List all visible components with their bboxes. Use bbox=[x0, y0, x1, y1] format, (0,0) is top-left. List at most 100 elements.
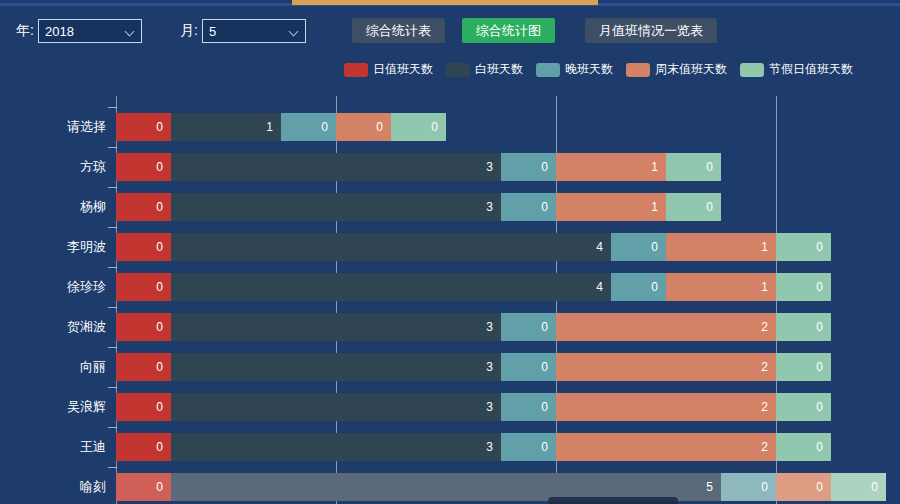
bar-value-label: 0 bbox=[156, 160, 163, 174]
chart-row: 方琼03010 bbox=[0, 147, 900, 187]
bar-segment[interactable]: 4 bbox=[171, 233, 611, 261]
bar-value-label: 0 bbox=[156, 360, 163, 374]
bar-value-label: 2 bbox=[761, 400, 768, 414]
stacked-bar[interactable]: 03020 bbox=[116, 393, 831, 421]
bar-segment[interactable]: 0 bbox=[611, 233, 666, 261]
bar-segment[interactable]: 3 bbox=[171, 433, 501, 461]
bar-segment[interactable]: 0 bbox=[666, 153, 721, 181]
chart-row: 请选择01000 bbox=[0, 107, 900, 147]
bar-value-label: 0 bbox=[816, 480, 823, 494]
bar-segment[interactable]: 0 bbox=[776, 233, 831, 261]
stacked-bar[interactable]: 01000 bbox=[116, 113, 446, 141]
bar-value-label: 4 bbox=[596, 240, 603, 254]
bar-value-label: 3 bbox=[486, 440, 493, 454]
stacked-bar[interactable]: 03010 bbox=[116, 193, 721, 221]
bar-value-label: 0 bbox=[156, 400, 163, 414]
y-axis-label: 徐珍珍 bbox=[0, 267, 106, 307]
bar-value-label: 2 bbox=[761, 320, 768, 334]
bar-segment[interactable]: 0 bbox=[776, 353, 831, 381]
bar-segment[interactable]: 0 bbox=[831, 473, 886, 501]
bar-segment[interactable]: 3 bbox=[171, 313, 501, 341]
bar-segment[interactable]: 0 bbox=[501, 193, 556, 221]
bar-segment[interactable]: 0 bbox=[116, 473, 171, 501]
bar-segment[interactable]: 0 bbox=[776, 393, 831, 421]
chart-row: 徐珍珍04010 bbox=[0, 267, 900, 307]
bar-segment[interactable]: 0 bbox=[116, 233, 171, 261]
bar-segment[interactable]: 0 bbox=[501, 353, 556, 381]
bar-value-label: 1 bbox=[761, 240, 768, 254]
bar-segment[interactable]: 3 bbox=[171, 153, 501, 181]
bar-value-label: 2 bbox=[761, 360, 768, 374]
bar-segment[interactable]: 0 bbox=[776, 433, 831, 461]
stacked-bar[interactable]: 03020 bbox=[116, 313, 831, 341]
bar-segment[interactable]: 0 bbox=[721, 473, 776, 501]
bar-value-label: 2 bbox=[761, 440, 768, 454]
tooltip-edge bbox=[548, 497, 678, 504]
stacked-bar[interactable]: 03020 bbox=[116, 353, 831, 381]
stacked-bar[interactable]: 0 3 0 2 0 bbox=[116, 433, 831, 461]
bar-segment[interactable]: 1 bbox=[556, 153, 666, 181]
bar-value-label: 1 bbox=[266, 120, 273, 134]
bar-value-label: 0 bbox=[541, 320, 548, 334]
bar-value-label: 0 bbox=[651, 280, 658, 294]
bar-value-label: 5 bbox=[706, 480, 713, 494]
bar-value-label: 3 bbox=[486, 200, 493, 214]
bar-segment[interactable]: 3 bbox=[171, 353, 501, 381]
bar-segment[interactable]: 0 bbox=[611, 273, 666, 301]
bar-segment[interactable]: 1 bbox=[171, 113, 281, 141]
bar-value-label: 0 bbox=[156, 480, 163, 494]
y-axis-label: 向丽 bbox=[0, 347, 106, 387]
bar-segment[interactable]: 1 bbox=[666, 273, 776, 301]
bar-value-label: 0 bbox=[816, 320, 823, 334]
stacked-bar[interactable]: 03010 bbox=[116, 153, 721, 181]
bar-segment[interactable]: 0 bbox=[116, 273, 171, 301]
bar-segment[interactable]: 0 bbox=[116, 393, 171, 421]
bar-segment[interactable]: 0 bbox=[501, 393, 556, 421]
bar-segment[interactable]: 4 bbox=[171, 273, 611, 301]
bar-value-label: 3 bbox=[486, 160, 493, 174]
bar-segment[interactable]: 0 bbox=[501, 313, 556, 341]
bar-value-label: 0 bbox=[816, 440, 823, 454]
y-axis-label: 杨柳 bbox=[0, 187, 106, 227]
bar-segment[interactable]: 2 bbox=[556, 393, 776, 421]
bar-segment[interactable]: 0 bbox=[501, 153, 556, 181]
bar-value-label: 0 bbox=[156, 240, 163, 254]
chart-row: 李明波04010 bbox=[0, 227, 900, 267]
bar-segment[interactable]: 0 bbox=[281, 113, 336, 141]
bar-segment[interactable]: 0 bbox=[666, 193, 721, 221]
bar-segment[interactable]: 2 bbox=[556, 313, 776, 341]
bar-segment[interactable]: 1 bbox=[556, 193, 666, 221]
bar-segment[interactable]: 0 bbox=[116, 193, 171, 221]
bar-segment[interactable]: 3 bbox=[171, 393, 501, 421]
bar-value-label: 0 bbox=[321, 120, 328, 134]
bar-segment[interactable]: 3 bbox=[171, 193, 501, 221]
chart-row: 向丽03020 bbox=[0, 347, 900, 387]
bar-segment[interactable]: 0 bbox=[776, 273, 831, 301]
bar-segment[interactable]: 0 bbox=[391, 113, 446, 141]
bar-value-label: 4 bbox=[596, 280, 603, 294]
bar-segment[interactable]: 0 bbox=[336, 113, 391, 141]
bar-segment[interactable]: 0 bbox=[116, 113, 171, 141]
bar-value-label: 0 bbox=[871, 480, 878, 494]
stacked-bar[interactable]: 05000 bbox=[116, 473, 886, 501]
bar-value-label: 0 bbox=[541, 360, 548, 374]
bar-segment[interactable]: 2 bbox=[556, 433, 776, 461]
stacked-bar[interactable]: 04010 bbox=[116, 233, 831, 261]
bar-segment[interactable]: 2 bbox=[556, 353, 776, 381]
bar-value-label: 0 bbox=[541, 200, 548, 214]
bar-segment[interactable]: 0 bbox=[116, 153, 171, 181]
bar-segment[interactable]: 0 bbox=[776, 473, 831, 501]
bar-segment[interactable]: 0 bbox=[776, 313, 831, 341]
stacked-bar[interactable]: 04010 bbox=[116, 273, 831, 301]
bar-segment[interactable]: 0 bbox=[116, 353, 171, 381]
bar-segment[interactable]: 0 bbox=[501, 433, 556, 461]
y-axis-label: 请选择 bbox=[0, 107, 106, 147]
bar-value-label: 0 bbox=[541, 440, 548, 454]
y-axis-label: 李明波 bbox=[0, 227, 106, 267]
bar-segment[interactable]: 0 bbox=[116, 433, 171, 461]
y-axis-label: 王迪 bbox=[0, 427, 106, 467]
chart-row: 贺湘波03020 bbox=[0, 307, 900, 347]
bar-value-label: 0 bbox=[816, 280, 823, 294]
bar-segment[interactable]: 1 bbox=[666, 233, 776, 261]
bar-segment[interactable]: 0 bbox=[116, 313, 171, 341]
